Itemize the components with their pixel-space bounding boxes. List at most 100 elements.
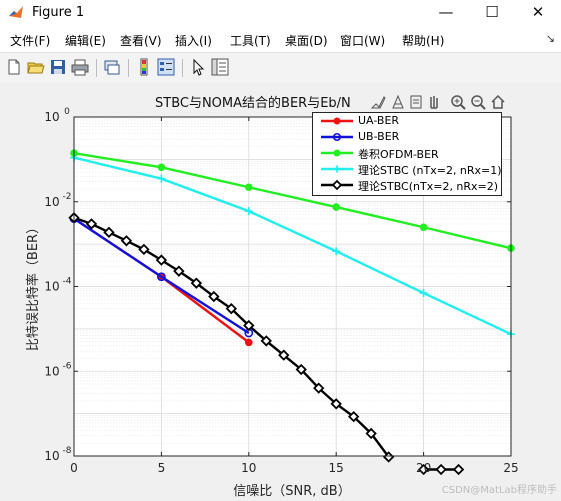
menu-bar: 文件(F) 编辑(E) 查看(V) 插入(I) 工具(T) 桌面(D) 窗口(W… — [0, 28, 561, 50]
series-4 — [68, 212, 465, 476]
series-line — [73, 151, 512, 250]
data-point — [332, 132, 342, 142]
data-point — [452, 463, 465, 476]
menu-edit[interactable]: 编辑(E) — [65, 34, 106, 48]
series-2 — [70, 149, 515, 253]
data-point — [313, 382, 325, 394]
window-title: Figure 1 — [32, 5, 85, 20]
y-tick-label-base: 10 — [44, 110, 59, 124]
new-figure-icon[interactable] — [5, 58, 23, 76]
data-point — [120, 235, 133, 247]
link-icon[interactable] — [103, 58, 121, 76]
data-point — [245, 183, 253, 192]
data-point — [157, 174, 166, 183]
data-point — [103, 226, 115, 238]
menu-insert[interactable]: 插入(I) — [175, 34, 212, 48]
y-tick-label-exponent: 0 — [64, 107, 70, 117]
data-point — [348, 410, 360, 423]
y-tick-label-exponent: -8 — [63, 446, 72, 456]
home-icon[interactable] — [490, 94, 506, 110]
zoom-in-icon[interactable] — [450, 94, 466, 110]
matlab-logo-icon — [9, 6, 23, 18]
legend-marker-ofdm — [321, 149, 353, 157]
menu-help[interactable]: 帮助(H) — [402, 34, 445, 48]
data-point — [225, 302, 237, 315]
data-point — [331, 179, 343, 191]
toolbar-separator — [182, 59, 183, 77]
grid-lines — [73, 116, 512, 457]
maximize-button[interactable]: ☐ — [485, 3, 499, 21]
pointer-icon[interactable] — [189, 58, 207, 76]
legend-icon[interactable] — [157, 58, 175, 76]
menu-file[interactable]: 文件(F) — [10, 34, 51, 48]
property-inspector-icon[interactable] — [211, 58, 229, 76]
data-tips-icon[interactable] — [390, 94, 406, 110]
data-point — [244, 207, 253, 216]
legend-label: 理论STBC(nTx=2, nRx=2) — [358, 180, 499, 193]
y-tick-label-exponent: -4 — [63, 277, 72, 287]
data-point — [419, 223, 428, 232]
menu-view[interactable]: 查看(V) — [120, 34, 162, 48]
data-point — [417, 463, 430, 476]
save-icon[interactable] — [49, 58, 67, 76]
close-button[interactable]: ✕ — [531, 3, 545, 21]
y-axis-label: 比特误比特率（BER） — [25, 221, 41, 351]
menu-tools[interactable]: 工具(T) — [230, 34, 271, 48]
y-tick-label-exponent: -6 — [63, 361, 72, 371]
x-tick-label: 10 — [241, 461, 256, 475]
data-point — [157, 163, 166, 172]
data-point — [245, 338, 253, 347]
data-point — [278, 349, 290, 361]
toolbar-separator — [128, 59, 129, 77]
brush-icon[interactable] — [370, 94, 386, 110]
data-point — [419, 289, 428, 298]
legend-marker-stbc-2rx — [321, 179, 353, 191]
y-tick-label-base: 10 — [44, 364, 59, 378]
minimize-button[interactable]: — — [438, 3, 454, 21]
legend-label: 卷积OFDM-BER — [358, 148, 439, 161]
data-point — [333, 149, 341, 157]
window-titlebar: Figure 1 — ☐ ✕ — [0, 0, 561, 26]
data-point — [332, 247, 341, 256]
export-icon[interactable] — [408, 94, 424, 110]
data-point — [155, 254, 168, 266]
data-point — [333, 165, 341, 173]
menu-window[interactable]: 窗口(W) — [340, 34, 386, 48]
toolbar-separator — [96, 59, 97, 77]
data-point — [333, 117, 341, 125]
data-point — [156, 272, 166, 282]
x-tick-label: 0 — [70, 461, 78, 475]
data-point — [243, 319, 255, 332]
y-tick-label-base: 10 — [44, 280, 59, 294]
legend-entry: UA-BER — [313, 113, 501, 129]
colorbar-icon[interactable] — [135, 58, 153, 76]
axis-ticks — [73, 116, 512, 457]
data-point — [85, 218, 98, 230]
data-point — [173, 265, 185, 277]
y-tick-label-exponent: -2 — [63, 192, 72, 202]
data-point — [332, 203, 341, 211]
pan-icon[interactable] — [426, 94, 442, 110]
x-tick-label: 20 — [416, 461, 431, 475]
open-file-icon[interactable] — [27, 58, 45, 76]
series-line — [73, 217, 250, 334]
x-tick-label: 25 — [503, 461, 518, 475]
chart-legend[interactable]: UA-BER UB-BER 卷积OFDM-BER 理论STBC (nTx=2, … — [312, 112, 502, 196]
dock-figure-icon[interactable]: ↘ — [545, 32, 555, 45]
zoom-out-icon[interactable] — [470, 94, 486, 110]
menu-desktop[interactable]: 桌面(D) — [285, 34, 328, 48]
legend-marker-stbc-1rx — [321, 165, 353, 173]
legend-entry: 理论STBC (nTx=2, nRx=1) — [313, 161, 502, 177]
data-point — [382, 451, 395, 463]
legend-entry: 卷积OFDM-BER — [313, 145, 501, 161]
x-tick-label: 5 — [158, 461, 166, 475]
legend-label: UA-BER — [358, 114, 400, 127]
watermark: CSDN@MatLab程序助手 — [441, 485, 557, 496]
y-tick-label-base: 10 — [44, 449, 59, 463]
y-tick-labels: 10 0 10 -2 10 -4 10 -6 10 -8 — [44, 107, 71, 463]
data-point — [435, 463, 447, 476]
print-icon[interactable] — [71, 58, 89, 76]
legend-entry: UB-BER — [313, 129, 501, 145]
data-point — [330, 398, 342, 410]
